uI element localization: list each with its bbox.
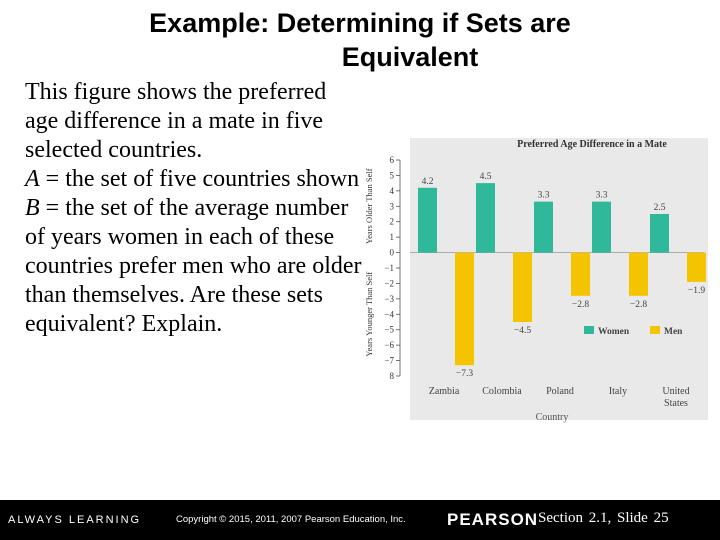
men-value-label: −1.9: [688, 286, 705, 296]
women-bar-poland: [534, 201, 553, 253]
set-a-definition: A = the set of five countries shown: [25, 165, 365, 194]
y-tick-label: 4: [390, 186, 395, 196]
y-tick-label: −1: [384, 263, 394, 273]
legend-label-women: Women: [598, 327, 630, 337]
x-tick-label: United: [662, 386, 689, 397]
slide-title: Example: Determining if Sets are Equival…: [0, 6, 720, 74]
women-value-label: 4.2: [422, 177, 434, 187]
men-value-label: −2.8: [630, 300, 647, 310]
title-line-2: Equivalent: [341, 42, 479, 72]
x-tick-label: Colombia: [482, 386, 522, 397]
men-bar-poland: [571, 252, 590, 296]
legend-label-men: Men: [664, 327, 683, 337]
men-value-label: −7.3: [456, 369, 473, 379]
x-tick-label: Italy: [609, 386, 627, 397]
y-tick-label: −6: [384, 340, 394, 350]
age-difference-chart: Preferred Age Difference in a Mate 6 5 4 3 2 1…: [352, 128, 710, 428]
y-tick-label: −2: [384, 278, 394, 288]
y-tick-label: 3: [390, 201, 395, 211]
men-bar-italy: [629, 252, 648, 296]
women-value-label: 2.5: [654, 203, 666, 213]
title-line-1: Example: Determining if Sets are: [149, 8, 571, 38]
y-tick-label: 8: [390, 371, 395, 381]
copyright-text: Copyright © 2015, 2011, 2007 Pearson Edu…: [176, 514, 406, 525]
x-axis-label: Country: [536, 412, 569, 423]
men-value-label: −2.8: [572, 300, 589, 310]
chart-title: Preferred Age Difference in a Mate: [517, 139, 667, 150]
women-value-label: 3.3: [538, 191, 550, 201]
y-tick-label: −4: [384, 309, 394, 319]
y-axis-label-older: Years Older Than Self: [364, 168, 374, 244]
intro-paragraph: This figure shows the preferred age diff…: [25, 79, 327, 163]
set-a-symbol: A: [25, 166, 40, 192]
x-tick-label: States: [664, 398, 688, 409]
set-a-text: = the set of five countries shown: [39, 166, 360, 192]
y-tick-label: 0: [390, 248, 395, 258]
women-bar-united-states: [650, 214, 669, 253]
slide-body: This figure shows the preferred age diff…: [25, 78, 365, 339]
chart-svg: Preferred Age Difference in a Mate 6 5 4 3 2 1…: [364, 138, 708, 423]
y-tick-label: 1: [390, 232, 395, 242]
x-tick-label: Zambia: [429, 386, 460, 397]
men-value-label: −4.5: [514, 326, 531, 336]
set-b-definition: B = the set of the average number of yea…: [25, 194, 365, 339]
set-b-symbol: B: [25, 195, 40, 221]
footer-bar: ALWAYS LEARNING Copyright © 2015, 2011, …: [0, 500, 720, 540]
y-tick-label: −7: [384, 356, 394, 366]
chart-background: [410, 138, 708, 420]
set-b-text: = the set of the average number of years…: [25, 195, 362, 337]
legend-swatch-men: [650, 326, 660, 334]
legend-swatch-women: [584, 326, 594, 334]
women-bar-colombia: [476, 183, 495, 253]
slide-reference: Section 2.1, Slide 25: [538, 510, 669, 526]
men-bar-colombia: [513, 252, 532, 322]
y-tick-label: 5: [390, 170, 395, 180]
women-value-label: 3.3: [596, 191, 608, 201]
women-bar-zambia: [418, 187, 437, 253]
women-bar-italy: [592, 201, 611, 253]
always-learning-text: ALWAYS LEARNING: [8, 514, 142, 526]
y-tick-label: −3: [384, 294, 394, 304]
y-tick-label: −5: [384, 325, 394, 335]
pearson-logo: PEARSON: [447, 510, 539, 529]
y-tick-label: 6: [390, 155, 395, 165]
y-axis-label-younger: Years Younger Than Self: [364, 272, 374, 357]
men-bar-zambia: [455, 252, 474, 366]
x-tick-label: Poland: [546, 386, 574, 397]
men-bar-united-states: [687, 252, 706, 282]
y-tick-label: 2: [390, 217, 395, 227]
women-value-label: 4.5: [480, 172, 492, 182]
